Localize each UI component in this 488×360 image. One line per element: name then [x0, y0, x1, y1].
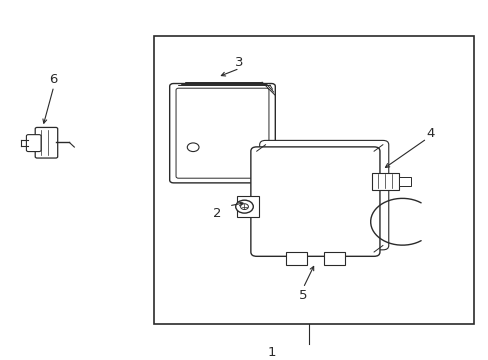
Bar — [324, 252, 344, 265]
Text: 6: 6 — [49, 73, 58, 86]
Text: 1: 1 — [266, 346, 275, 359]
Circle shape — [235, 200, 253, 213]
FancyBboxPatch shape — [35, 127, 58, 158]
FancyBboxPatch shape — [250, 147, 379, 256]
Text: 5: 5 — [298, 289, 307, 302]
FancyBboxPatch shape — [169, 84, 275, 183]
Text: 4: 4 — [425, 127, 434, 140]
FancyBboxPatch shape — [259, 140, 388, 250]
Text: 2: 2 — [213, 207, 222, 220]
Bar — [154, 36, 473, 324]
Bar — [285, 252, 306, 265]
Text: 3: 3 — [235, 57, 244, 69]
Bar — [398, 177, 410, 186]
Bar — [371, 174, 398, 189]
FancyBboxPatch shape — [26, 135, 41, 152]
Bar — [237, 196, 259, 217]
